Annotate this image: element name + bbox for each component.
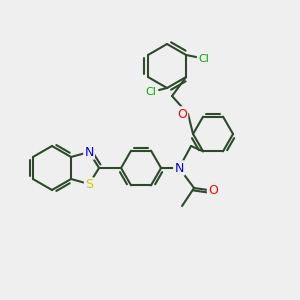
Text: O: O	[177, 107, 187, 121]
Text: N: N	[84, 146, 94, 158]
Text: S: S	[85, 178, 93, 191]
Text: Cl: Cl	[199, 54, 209, 64]
Text: Cl: Cl	[146, 87, 157, 97]
Text: O: O	[208, 184, 218, 196]
Text: N: N	[174, 161, 184, 175]
